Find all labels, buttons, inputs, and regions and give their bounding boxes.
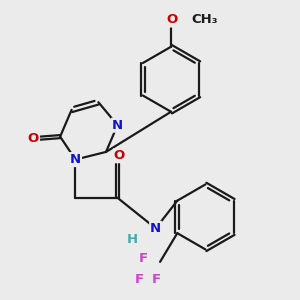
Text: O: O xyxy=(166,14,177,26)
Text: N: N xyxy=(70,153,81,166)
Text: O: O xyxy=(114,149,125,162)
Text: F: F xyxy=(134,273,144,286)
Text: F: F xyxy=(152,273,161,286)
Text: F: F xyxy=(138,251,147,265)
Text: N: N xyxy=(150,222,161,235)
Text: O: O xyxy=(28,132,39,145)
Text: H: H xyxy=(127,233,138,246)
Text: N: N xyxy=(112,118,123,132)
Text: CH₃: CH₃ xyxy=(191,14,218,26)
